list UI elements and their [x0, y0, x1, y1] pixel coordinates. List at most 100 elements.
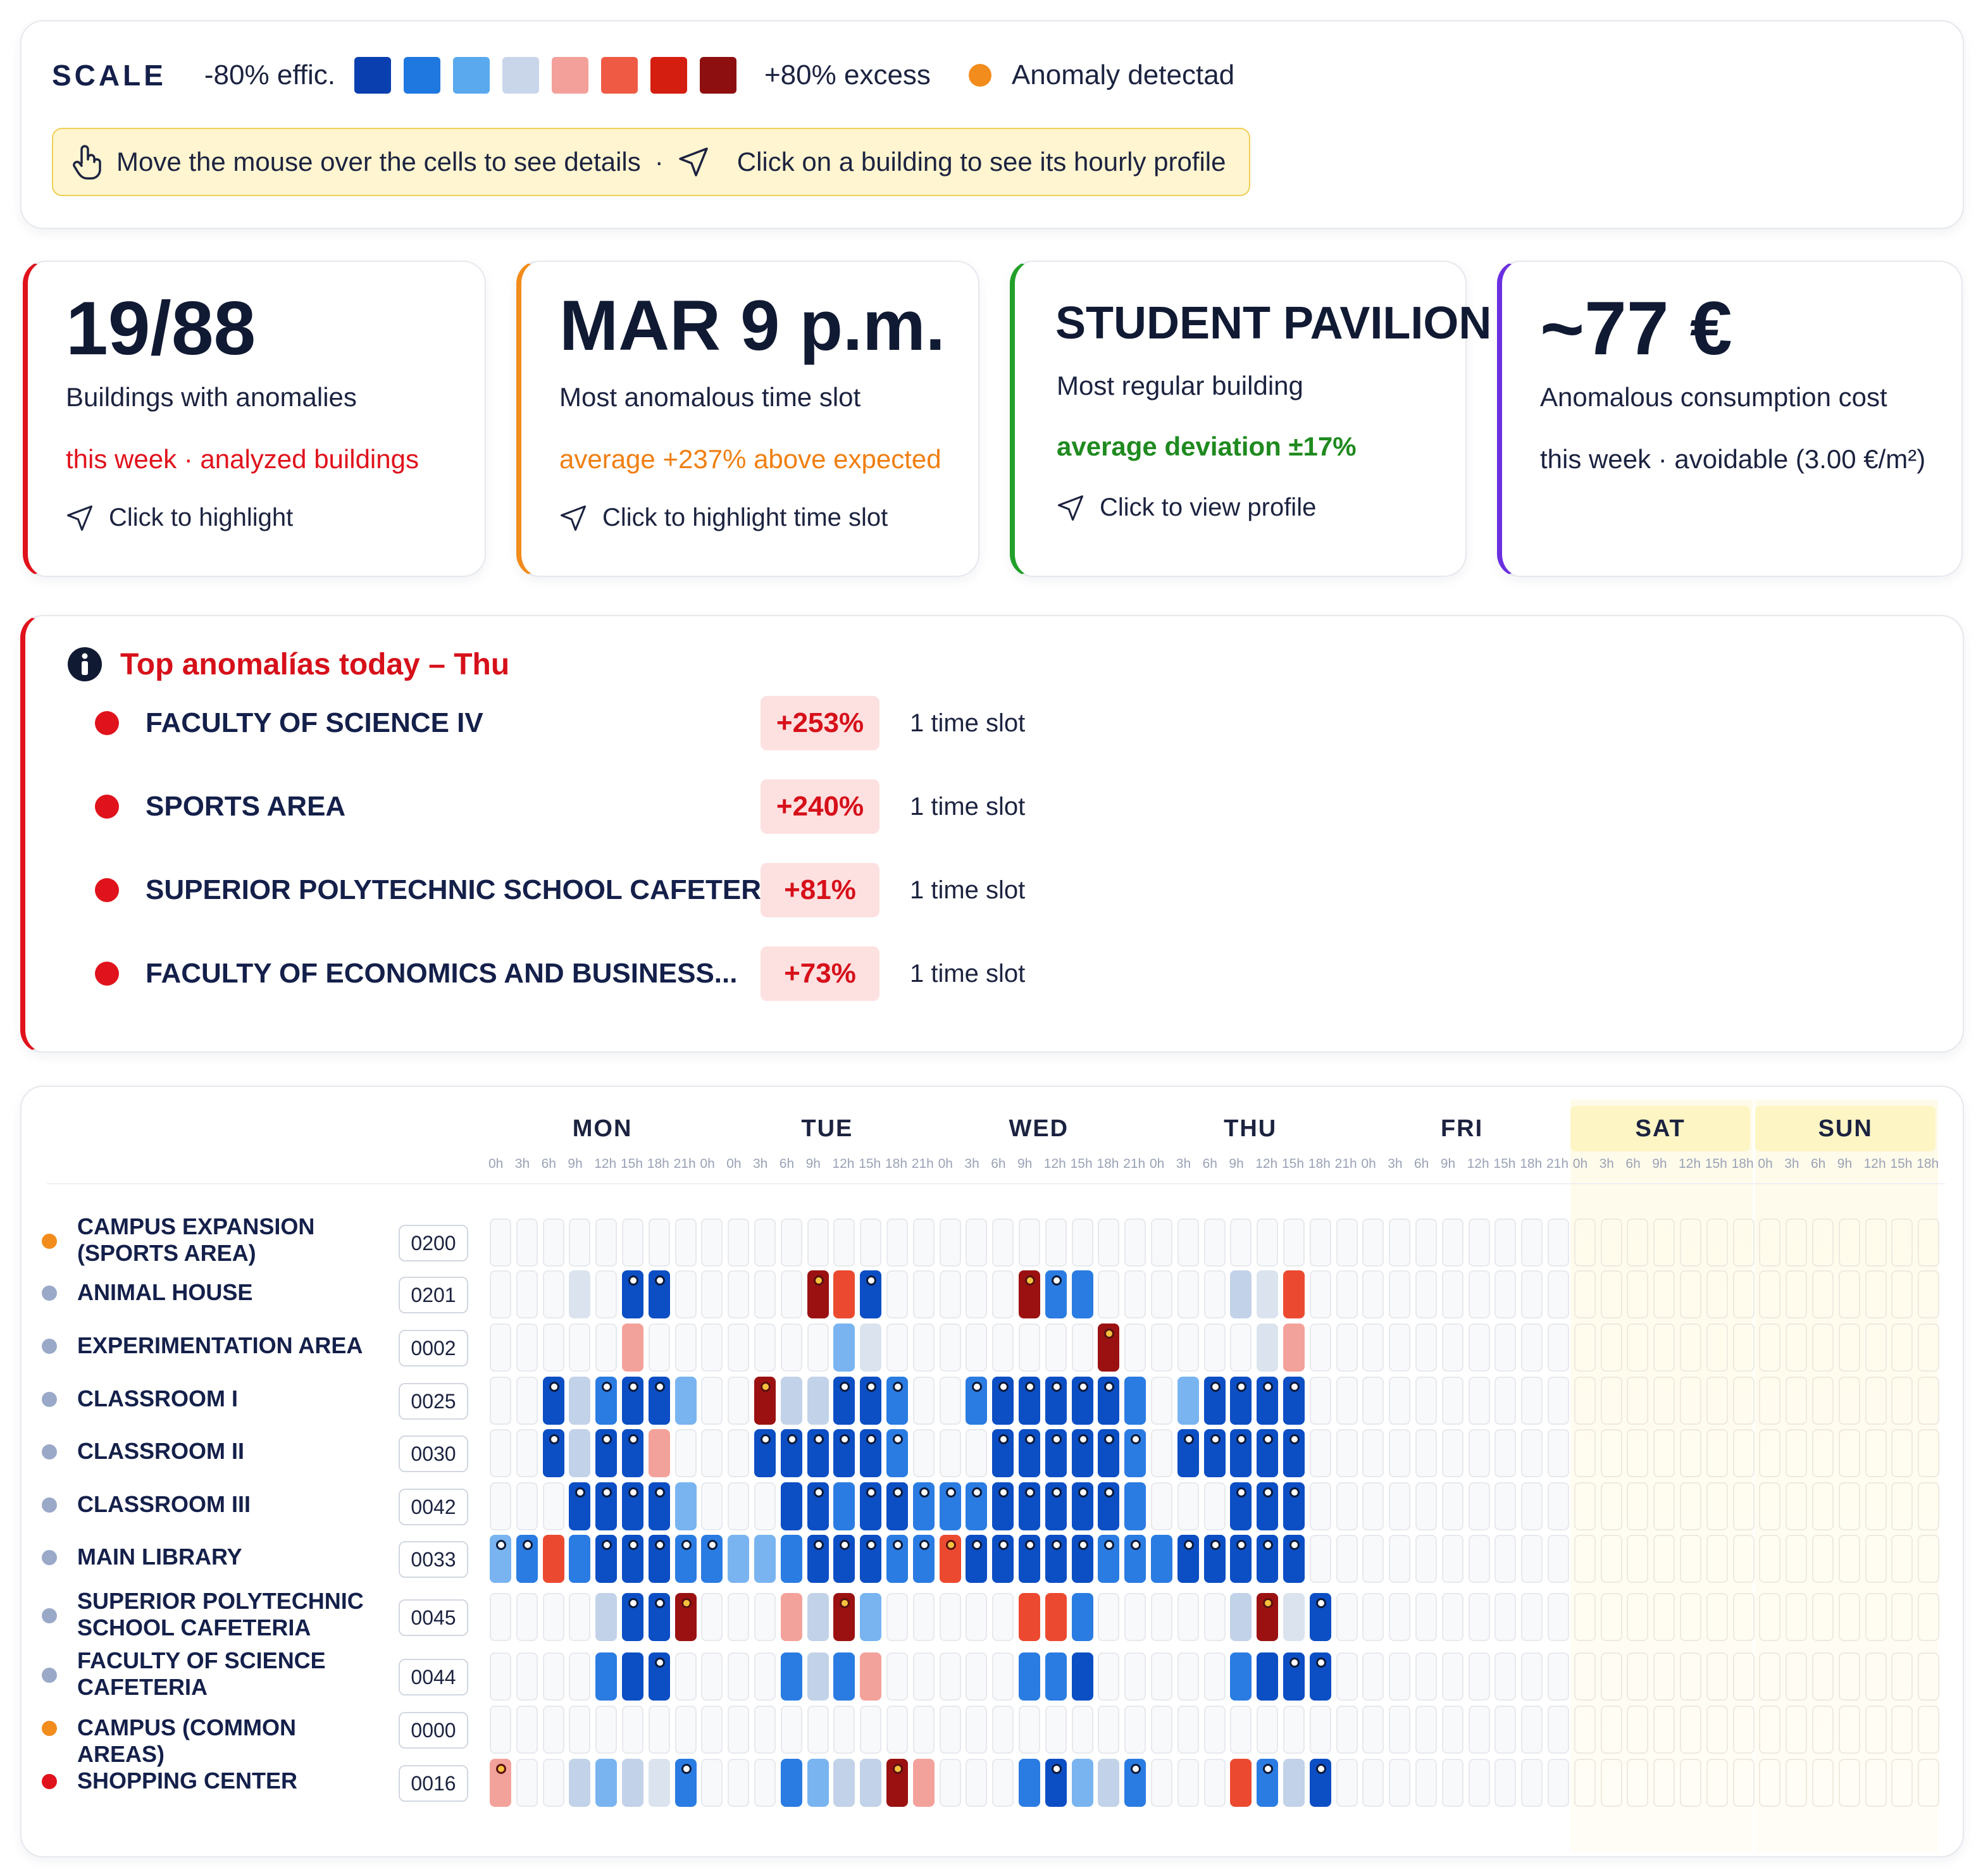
kpi-action[interactable]: Click to highlight	[66, 504, 293, 532]
heatmap-cell[interactable]	[1019, 1270, 1040, 1318]
heatmap-cell[interactable]	[516, 1652, 538, 1701]
heatmap-cell[interactable]	[516, 1323, 538, 1372]
heatmap-cell[interactable]	[490, 1706, 511, 1754]
heatmap-cell[interactable]	[1362, 1270, 1384, 1318]
heatmap-cell[interactable]	[807, 1593, 829, 1641]
heatmap-cell[interactable]	[1177, 1270, 1199, 1318]
heatmap-cell[interactable]	[1574, 1377, 1596, 1425]
building-name[interactable]: EXPERIMENTATION AREA	[77, 1332, 363, 1358]
heatmap-cell[interactable]	[1415, 1759, 1437, 1807]
heatmap-cell[interactable]	[754, 1429, 776, 1477]
heatmap-cell[interactable]	[1177, 1377, 1199, 1425]
heatmap-cell[interactable]	[939, 1535, 961, 1583]
heatmap-cell[interactable]	[1548, 1535, 1569, 1583]
heatmap-cell[interactable]	[1468, 1270, 1490, 1318]
heatmap-cell[interactable]	[1521, 1593, 1543, 1641]
heatmap-cell[interactable]	[1257, 1323, 1279, 1372]
heatmap-cell[interactable]	[807, 1218, 829, 1267]
heatmap-cell[interactable]	[542, 1593, 564, 1641]
heatmap-cell[interactable]	[1627, 1593, 1649, 1641]
heatmap-cell[interactable]	[1786, 1593, 1808, 1641]
heatmap-cell[interactable]	[1812, 1377, 1834, 1425]
heatmap-cell[interactable]	[939, 1323, 961, 1372]
heatmap-cell[interactable]	[1124, 1759, 1146, 1807]
heatmap-cell[interactable]	[966, 1377, 988, 1425]
heatmap-cell[interactable]	[490, 1652, 511, 1701]
heatmap-cell[interactable]	[1257, 1706, 1279, 1754]
building-name[interactable]: SUPERIOR POLYTECHNIC SCHOOL CAFETERIA	[77, 1588, 364, 1640]
heatmap-cell[interactable]	[622, 1270, 643, 1318]
heatmap-cell[interactable]	[1865, 1482, 1887, 1530]
heatmap-cell[interactable]	[516, 1593, 538, 1641]
heatmap-cell[interactable]	[1891, 1652, 1913, 1701]
heatmap-cell[interactable]	[912, 1706, 935, 1754]
heatmap-cell[interactable]	[807, 1706, 829, 1754]
heatmap-cell[interactable]	[1203, 1652, 1226, 1701]
heatmap-cell[interactable]	[516, 1482, 538, 1530]
heatmap-cell[interactable]	[1891, 1377, 1913, 1425]
heatmap-cell[interactable]	[1600, 1535, 1622, 1583]
heatmap-cell[interactable]	[1706, 1652, 1728, 1701]
heatmap-cell[interactable]	[1203, 1759, 1226, 1807]
heatmap-cell[interactable]	[1653, 1323, 1675, 1372]
heatmap-cell[interactable]	[1336, 1323, 1358, 1372]
heatmap-cell[interactable]	[1759, 1706, 1781, 1754]
heatmap-cell[interactable]	[1865, 1270, 1887, 1318]
heatmap-cell[interactable]	[1600, 1429, 1622, 1477]
heatmap-cell[interactable]	[1548, 1706, 1569, 1754]
heatmap-cell[interactable]	[1680, 1323, 1701, 1372]
heatmap-cell[interactable]	[939, 1706, 961, 1754]
heatmap-cell[interactable]	[1336, 1377, 1358, 1425]
heatmap-cell[interactable]	[1548, 1759, 1569, 1807]
heatmap-cell[interactable]	[1653, 1218, 1675, 1267]
heatmap-cell[interactable]	[1098, 1759, 1120, 1807]
heatmap-cell[interactable]	[860, 1323, 882, 1372]
heatmap-cell[interactable]	[490, 1759, 511, 1807]
heatmap-cell[interactable]	[1838, 1429, 1860, 1477]
heatmap-cell[interactable]	[701, 1535, 723, 1583]
heatmap-cell[interactable]	[1548, 1270, 1569, 1318]
heatmap-cell[interactable]	[807, 1323, 829, 1372]
heatmap-cell[interactable]	[1468, 1323, 1490, 1372]
heatmap-cell[interactable]	[1786, 1323, 1808, 1372]
heatmap-cell[interactable]	[966, 1218, 988, 1267]
heatmap-cell[interactable]	[1151, 1482, 1172, 1530]
heatmap-cell[interactable]	[807, 1377, 829, 1425]
heatmap-cell[interactable]	[569, 1652, 591, 1701]
building-name[interactable]: CLASSROOM I	[77, 1385, 239, 1411]
heatmap-cell[interactable]	[595, 1482, 618, 1530]
heatmap-cell[interactable]	[1257, 1482, 1279, 1530]
heatmap-cell[interactable]	[1177, 1429, 1199, 1477]
heatmap-cell[interactable]	[1441, 1706, 1463, 1754]
heatmap-cell[interactable]	[860, 1652, 882, 1701]
heatmap-cell[interactable]	[1151, 1429, 1172, 1477]
heatmap-cell[interactable]	[1309, 1593, 1331, 1641]
heatmap-cell[interactable]	[595, 1429, 618, 1477]
heatmap-cell[interactable]	[728, 1652, 750, 1701]
heatmap-cell[interactable]	[728, 1593, 750, 1641]
heatmap-cell[interactable]	[1732, 1218, 1755, 1267]
heatmap-cell[interactable]	[1309, 1270, 1331, 1318]
heatmap-cell[interactable]	[912, 1270, 935, 1318]
heatmap-cell[interactable]	[569, 1706, 591, 1754]
heatmap-cell[interactable]	[1257, 1429, 1279, 1477]
heatmap-cell[interactable]	[1230, 1218, 1252, 1267]
anomaly-row[interactable]: SUPERIOR POLYTECHNIC SCHOOL CAFETERIA +81…	[95, 862, 1107, 919]
anomaly-row[interactable]: FACULTY OF SCIENCE IV +253% 1 time slot	[95, 695, 1107, 752]
heatmap-cell[interactable]	[1732, 1593, 1755, 1641]
heatmap-cell[interactable]	[754, 1482, 776, 1530]
heatmap-cell[interactable]	[1151, 1218, 1172, 1267]
heatmap-cell[interactable]	[1124, 1323, 1146, 1372]
heatmap-cell[interactable]	[807, 1429, 829, 1477]
heatmap-cell[interactable]	[542, 1535, 564, 1583]
heatmap-cell[interactable]	[1230, 1323, 1252, 1372]
heatmap-cell[interactable]	[595, 1270, 618, 1318]
heatmap-cell[interactable]	[966, 1759, 988, 1807]
heatmap-cell[interactable]	[595, 1323, 618, 1372]
heatmap-cell[interactable]	[1336, 1482, 1358, 1530]
heatmap-cell[interactable]	[1865, 1429, 1887, 1477]
heatmap-cell[interactable]	[1441, 1652, 1463, 1701]
heatmap-cell[interactable]	[569, 1535, 591, 1583]
heatmap-cell[interactable]	[1891, 1270, 1913, 1318]
heatmap-cell[interactable]	[833, 1377, 855, 1425]
